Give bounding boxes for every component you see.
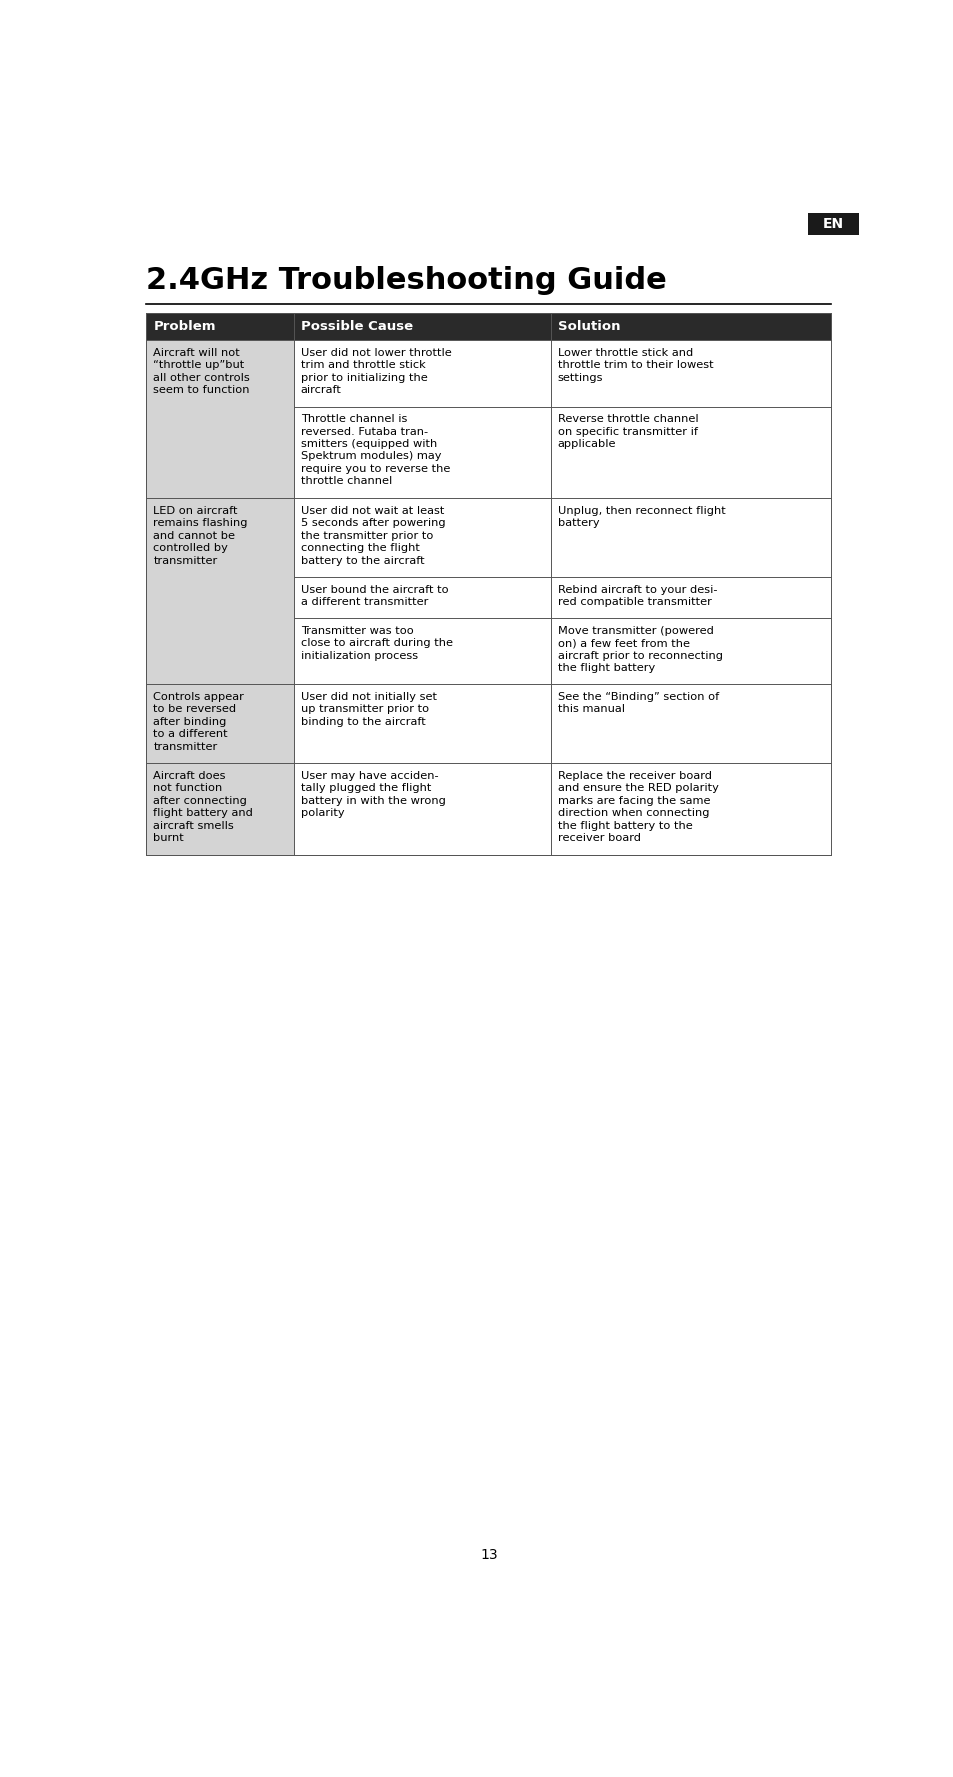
Text: User did not lower throttle
trim and throttle stick
prior to initializing the
ai: User did not lower throttle trim and thr… xyxy=(300,348,451,394)
FancyBboxPatch shape xyxy=(146,764,294,855)
FancyBboxPatch shape xyxy=(550,339,831,407)
Text: 2.4GHz Troubleshooting Guide: 2.4GHz Troubleshooting Guide xyxy=(146,265,666,295)
Text: EN: EN xyxy=(822,217,843,231)
FancyBboxPatch shape xyxy=(807,213,858,235)
FancyBboxPatch shape xyxy=(550,407,831,498)
Text: See the “Binding” section of
this manual: See the “Binding” section of this manual xyxy=(557,691,718,714)
Text: Rebind aircraft to your desi-
red compatible transmitter: Rebind aircraft to your desi- red compat… xyxy=(557,585,717,608)
Text: User may have acciden-
tally plugged the flight
battery in with the wrong
polari: User may have acciden- tally plugged the… xyxy=(300,771,445,817)
FancyBboxPatch shape xyxy=(550,618,831,684)
FancyBboxPatch shape xyxy=(294,407,550,498)
Text: User did not wait at least
5 seconds after powering
the transmitter prior to
con: User did not wait at least 5 seconds aft… xyxy=(300,506,445,565)
FancyBboxPatch shape xyxy=(550,764,831,855)
Text: Throttle channel is
reversed. Futaba tran-
smitters (equipped with
Spektrum modu: Throttle channel is reversed. Futaba tra… xyxy=(300,414,450,487)
Text: Transmitter was too
close to aircraft during the
initialization process: Transmitter was too close to aircraft du… xyxy=(300,626,452,661)
Text: Possible Cause: Possible Cause xyxy=(300,320,413,334)
FancyBboxPatch shape xyxy=(294,684,550,764)
FancyBboxPatch shape xyxy=(294,764,550,855)
FancyBboxPatch shape xyxy=(146,339,294,498)
FancyBboxPatch shape xyxy=(146,313,831,339)
FancyBboxPatch shape xyxy=(550,498,831,578)
FancyBboxPatch shape xyxy=(294,339,550,407)
Text: Aircraft will not
“throttle up”but
all other controls
seem to function: Aircraft will not “throttle up”but all o… xyxy=(153,348,250,394)
FancyBboxPatch shape xyxy=(550,684,831,764)
FancyBboxPatch shape xyxy=(294,578,550,618)
FancyBboxPatch shape xyxy=(550,578,831,618)
Text: Solution: Solution xyxy=(557,320,619,334)
Text: Controls appear
to be reversed
after binding
to a different
transmitter: Controls appear to be reversed after bin… xyxy=(153,691,244,752)
Text: Reverse throttle channel
on specific transmitter if
applicable: Reverse throttle channel on specific tra… xyxy=(557,414,698,450)
Text: Unplug, then reconnect flight
battery: Unplug, then reconnect flight battery xyxy=(557,506,724,528)
Text: User did not initially set
up transmitter prior to
binding to the aircraft: User did not initially set up transmitte… xyxy=(300,691,436,727)
Text: Move transmitter (powered
on) a few feet from the
aircraft prior to reconnecting: Move transmitter (powered on) a few feet… xyxy=(557,626,721,673)
FancyBboxPatch shape xyxy=(294,618,550,684)
FancyBboxPatch shape xyxy=(146,684,294,764)
Text: User bound the aircraft to
a different transmitter: User bound the aircraft to a different t… xyxy=(300,585,448,608)
Text: Problem: Problem xyxy=(153,320,215,334)
Text: Lower throttle stick and
throttle trim to their lowest
settings: Lower throttle stick and throttle trim t… xyxy=(557,348,713,382)
Text: Replace the receiver board
and ensure the RED polarity
marks are facing the same: Replace the receiver board and ensure th… xyxy=(557,771,718,842)
Text: 13: 13 xyxy=(479,1548,497,1562)
FancyBboxPatch shape xyxy=(294,498,550,578)
Text: Aircraft does
not function
after connecting
flight battery and
aircraft smells
b: Aircraft does not function after connect… xyxy=(153,771,253,842)
Text: LED on aircraft
remains flashing
and cannot be
controlled by
transmitter: LED on aircraft remains flashing and can… xyxy=(153,506,248,565)
FancyBboxPatch shape xyxy=(146,498,294,684)
